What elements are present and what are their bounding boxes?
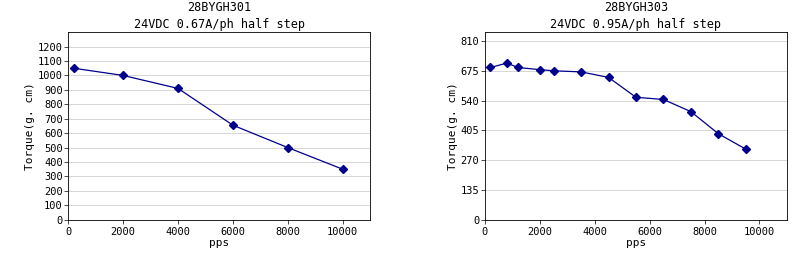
Y-axis label: Torque(g. cm): Torque(g. cm): [448, 82, 457, 170]
X-axis label: pps: pps: [209, 238, 229, 248]
X-axis label: pps: pps: [625, 238, 646, 248]
Title: 28BYGH303
24VDC 0.95A/ph half step: 28BYGH303 24VDC 0.95A/ph half step: [549, 1, 720, 31]
Y-axis label: Torque(g. cm): Torque(g. cm): [25, 82, 34, 170]
Title: 28BYGH301
24VDC 0.67A/ph half step: 28BYGH301 24VDC 0.67A/ph half step: [134, 1, 305, 31]
